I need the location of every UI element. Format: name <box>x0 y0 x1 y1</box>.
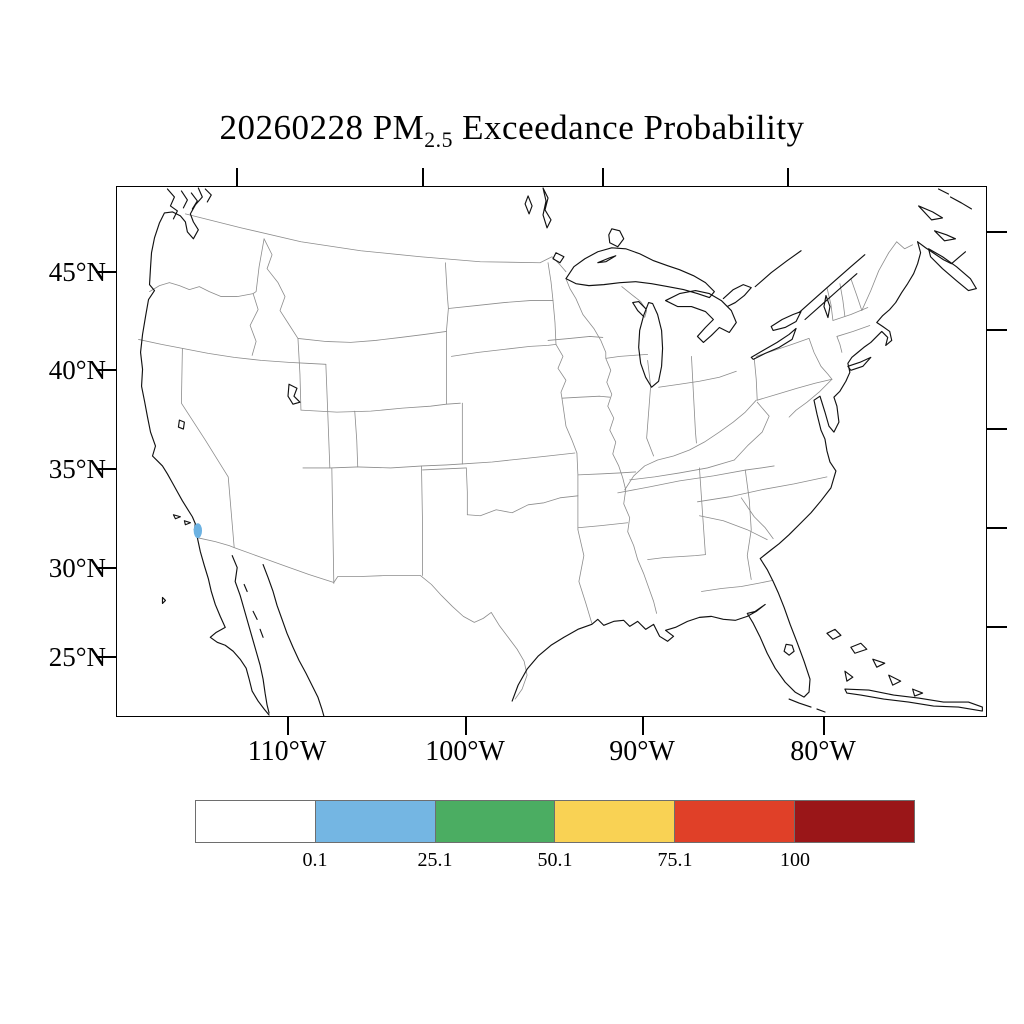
colorbar-segment-2 <box>434 801 555 842</box>
lat-tick <box>96 271 116 273</box>
top-tick <box>236 168 238 186</box>
lon-tick <box>287 717 289 735</box>
colorbar-label-1: 25.1 <box>417 849 453 871</box>
right-tick <box>987 626 1007 628</box>
lat-label-30n: 30°N <box>48 553 106 583</box>
state-border-paths <box>138 238 914 624</box>
title-prefix: 20260228 PM <box>219 108 425 147</box>
colorbar-label-2: 50.1 <box>537 849 573 871</box>
lon-label-100w: 100°W <box>425 736 505 767</box>
right-tick <box>987 329 1007 331</box>
country-border-paths <box>184 213 567 700</box>
lon-label-110w: 110°W <box>247 736 327 767</box>
lat-label-25n: 25°N <box>48 642 106 672</box>
probability-colorbar <box>195 800 915 843</box>
coastline-paths <box>139 187 983 716</box>
lat-label-45n: 45°N <box>48 257 106 287</box>
lat-label-35n: 35°N <box>48 454 106 484</box>
colorbar-segment-3 <box>554 801 675 842</box>
right-tick <box>987 231 1007 233</box>
colorbar-segment-0 <box>196 801 315 842</box>
colorbar-label-3: 75.1 <box>657 849 693 871</box>
lat-tick <box>96 656 116 658</box>
lon-label-80w: 80°W <box>790 736 856 767</box>
lake-paths <box>177 187 831 656</box>
top-tick <box>602 168 604 186</box>
colorbar-label-4: 100 <box>780 849 810 871</box>
figure-title: 20260228 PM2.5 Exceedance Probability <box>0 108 1024 153</box>
colorbar-segment-1 <box>314 801 435 842</box>
colorbar-labels: 0.1 25.1 50.1 75.1 100 <box>195 849 915 873</box>
title-subscript: 2.5 <box>424 128 453 152</box>
right-tick <box>987 527 1007 529</box>
lon-tick <box>465 717 467 735</box>
top-tick <box>787 168 789 186</box>
right-tick <box>987 428 1007 430</box>
lat-tick <box>96 567 116 569</box>
title-suffix: Exceedance Probability <box>452 108 805 147</box>
lon-label-90w: 90°W <box>609 736 675 767</box>
colorbar-label-0: 0.1 <box>302 849 328 871</box>
probability-marker <box>193 523 203 539</box>
colorbar-segment-5 <box>794 801 914 842</box>
us-map <box>138 187 983 716</box>
top-tick <box>422 168 424 186</box>
lat-label-40n: 40°N <box>48 355 106 385</box>
lat-tick <box>96 369 116 371</box>
lat-tick <box>96 468 116 470</box>
colorbar-segment-4 <box>674 801 795 842</box>
lon-tick <box>823 717 825 735</box>
map-frame <box>116 186 987 717</box>
lon-tick <box>642 717 644 735</box>
